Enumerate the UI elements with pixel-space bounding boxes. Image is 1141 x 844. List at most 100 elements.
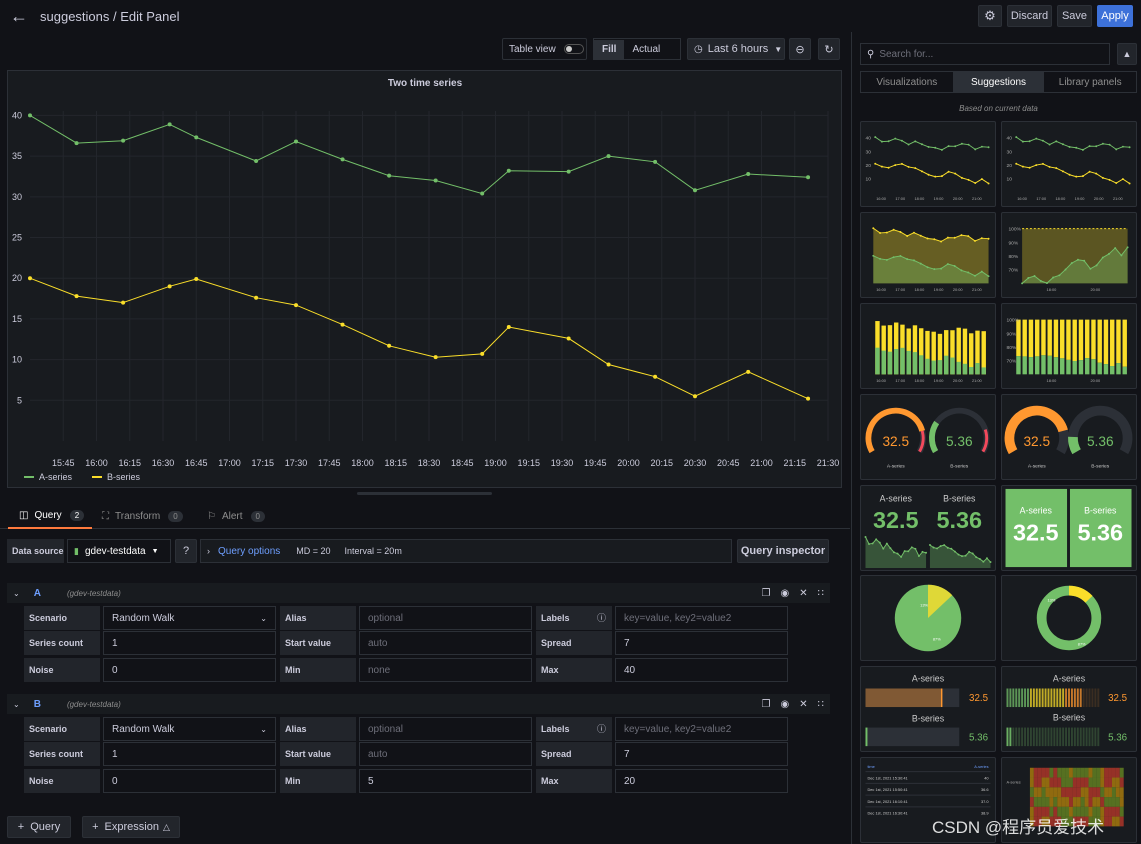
noise-input[interactable]: 0 (103, 769, 276, 793)
start-value-ph-input[interactable]: auto (359, 631, 532, 655)
settings-button[interactable]: ⚙ (978, 5, 1002, 27)
suggestion-gauge-thick[interactable]: 32.5 A-series 5.36 B-series (1001, 394, 1137, 480)
mini-point (1120, 254, 1123, 257)
tab-suggestions[interactable]: Suggestions (952, 72, 1045, 92)
spread-input[interactable]: 7 (615, 742, 788, 766)
suggestion-percent-area[interactable]: 100% 90% 80% 70% 18:00 20:00 (1001, 212, 1137, 298)
spread-input[interactable]: 7 (615, 631, 788, 655)
scenario-input[interactable]: Random Walk ⌄ (103, 606, 276, 630)
labels-ph-input[interactable]: key=value, key2=value2 (615, 717, 788, 741)
scenario-input[interactable]: Random Walk ⌄ (103, 717, 276, 741)
min-input[interactable]: 5 (359, 769, 532, 793)
lcd-cell (1032, 688, 1035, 708)
x-tick-label: 16:15 (118, 458, 141, 468)
tab-visualizations[interactable]: Visualizations (876, 76, 938, 88)
labels-ph-input[interactable]: key=value, key2=value2 (615, 606, 788, 630)
query-ref-id[interactable]: B (33, 698, 41, 710)
suggestion-time-series-smooth[interactable]: 40 30 20 10 16:00 17:00 18:00 19:00 20:00 21:00 (1001, 121, 1137, 207)
heatmap-cell (1076, 797, 1081, 807)
tab-library-panels[interactable]: Library panels (1058, 76, 1122, 88)
suggestion-bar-gauge-lcd[interactable]: A-series 32.5 B-series 5.36 (1001, 666, 1137, 752)
suggestion-percent-bars[interactable]: 100% 90% 80% 70% 18:00 20:00 (1001, 303, 1137, 389)
preview-label: B-series (943, 494, 976, 504)
suggestion-table[interactable]: time A-series Dec 1st, 2021 15:30:41 40 Dec … (860, 757, 996, 843)
time-range-picker[interactable]: ◷ Last 6 hours ▼ (687, 38, 785, 60)
chart-title: Two time series (388, 78, 463, 89)
query-options-bar[interactable]: › Query options MD = 20 Interval = 20m (200, 539, 732, 563)
refresh-button[interactable]: ↻ (818, 38, 840, 60)
input-value: 1 (112, 637, 118, 649)
eye-icon[interactable]: ◉ (780, 698, 790, 710)
data-point (506, 168, 511, 173)
eye-icon[interactable]: ◉ (780, 587, 790, 599)
field-label: Noise (24, 769, 100, 793)
trash-icon[interactable]: ✕ (799, 587, 808, 599)
splitter-handle[interactable] (357, 492, 492, 495)
save-button[interactable]: Save (1057, 5, 1092, 27)
actual-option[interactable]: Actual (632, 43, 661, 55)
add-expression-button[interactable]: + Expression △ (82, 816, 180, 838)
chevron-down-icon[interactable]: ⌄ (13, 588, 20, 598)
noise-input[interactable]: 0 (103, 658, 276, 682)
suggestion-pie-chart[interactable]: 13% 87% (860, 575, 996, 661)
mini-point (926, 266, 929, 269)
suggestion-gauge[interactable]: 32.5 A-series 5.36 B-series (860, 394, 996, 480)
lcd-cell (1076, 727, 1079, 747)
search-field[interactable]: ⚲ Search for... (860, 43, 1110, 65)
heatmap-cell (1045, 806, 1050, 817)
alias-ph-input[interactable]: optional (359, 606, 532, 630)
zoom-out-button[interactable]: ⊖ (789, 38, 811, 60)
suggestion-bar-chart[interactable]: 16:00 17:00 18:00 19:00 20:00 21:00 (860, 303, 996, 389)
collapse-pane-button[interactable]: ▲ (1117, 43, 1137, 65)
suggestion-stat[interactable]: A-series B-series 32.5 5.36 (860, 485, 996, 571)
legend-item[interactable]: A-series (39, 472, 73, 482)
query-row-header[interactable]: ⌄ A (gdev-testdata) ❐ ◉ ✕ ∷ (7, 583, 830, 603)
fill-option[interactable]: Fill (594, 39, 625, 59)
mini-bar (1041, 355, 1046, 375)
heatmap-cell (1115, 797, 1120, 807)
suggestion-stat-background[interactable]: A-series B-series 32.5 5.36 (1001, 485, 1137, 571)
min-input[interactable]: none (359, 658, 532, 682)
series-count-input[interactable]: 1 (103, 742, 276, 766)
legend-item[interactable]: B-series (107, 472, 141, 482)
suggestion-bar-gauge[interactable]: A-series 32.5 B-series 5.36 (860, 666, 996, 752)
suggestion-donut-chart[interactable]: 13% 87% (1001, 575, 1137, 661)
query-ref-id[interactable]: A (33, 587, 41, 599)
suggestion-time-series[interactable]: 40 30 20 10 16:00 17:00 18:00 19:00 20:00 21:00 (860, 121, 996, 207)
tab-transform[interactable]: ⛶ Transform 0 (102, 503, 192, 529)
lcd-cell (1041, 688, 1044, 708)
suggestion-heatmap[interactable]: A-series (1001, 757, 1137, 843)
query-inspector-button[interactable]: Query inspector (737, 539, 829, 563)
drag-handle-icon[interactable]: ∷ (817, 587, 824, 599)
discard-button[interactable]: Discard (1007, 5, 1052, 27)
mini-bar (1103, 364, 1109, 375)
lcd-cell (1082, 688, 1085, 708)
alias-ph-input[interactable]: optional (359, 717, 532, 741)
viz-tabs: Visualizations Suggestions Library panel… (860, 71, 1137, 93)
table-view-toggle[interactable]: Table view (502, 38, 587, 60)
query-row-header[interactable]: ⌄ B (gdev-testdata) ❐ ◉ ✕ ∷ (7, 694, 830, 714)
duplicate-icon[interactable]: ❐ (761, 587, 771, 599)
datasource-help-button[interactable]: ? (175, 539, 197, 563)
max-input[interactable]: 20 (615, 769, 788, 793)
input-value: optional (368, 612, 404, 624)
data-point (606, 362, 611, 367)
add-query-button[interactable]: + Query (7, 816, 71, 838)
chevron-down-icon[interactable]: ⌄ (13, 699, 20, 709)
apply-button[interactable]: Apply (1097, 5, 1133, 27)
heatmap-cell (1088, 787, 1093, 798)
mini-point (1028, 166, 1031, 169)
heatmap-cell (1037, 816, 1042, 827)
start-value-ph-input[interactable]: auto (359, 742, 532, 766)
back-arrow-icon[interactable]: ← (10, 6, 28, 26)
datasource-picker[interactable]: ▮ gdev-testdata ▼ (67, 539, 171, 563)
max-input[interactable]: 40 (615, 658, 788, 682)
tab-alert[interactable]: ⚐ Alert 0 (207, 503, 277, 529)
drag-handle-icon[interactable]: ∷ (817, 698, 824, 710)
suggestion-area-chart[interactable]: 16:00 17:00 18:00 19:00 20:00 21:00 (860, 212, 996, 298)
tab-query[interactable]: ◫ Query 2 (8, 503, 92, 529)
duplicate-icon[interactable]: ❐ (761, 698, 771, 710)
lcd-cell (1015, 727, 1018, 747)
trash-icon[interactable]: ✕ (799, 698, 808, 710)
series-count-input[interactable]: 1 (103, 631, 276, 655)
